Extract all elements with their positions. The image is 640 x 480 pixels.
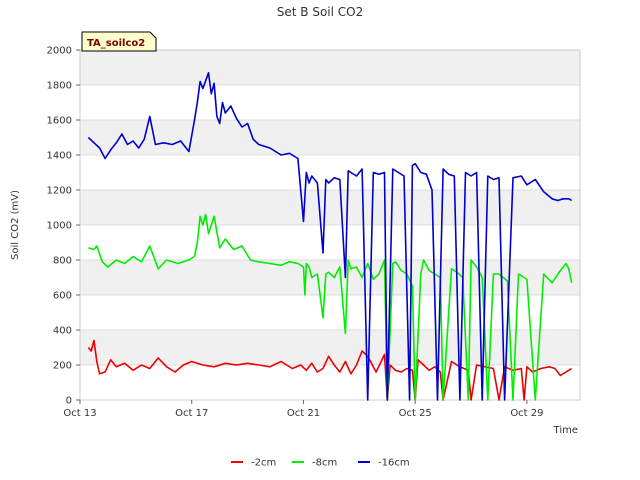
- y-tick-label: 2000: [47, 46, 72, 57]
- background-band: [80, 225, 580, 260]
- y-tick-label: 1600: [47, 116, 72, 127]
- x-tick-label: Oct 17: [175, 408, 208, 419]
- background-band: [80, 155, 580, 190]
- legend-label: -16cm: [378, 458, 410, 469]
- background-band: [80, 190, 580, 225]
- background-band: [80, 50, 580, 85]
- station-badge-label: TA_soilco2: [87, 38, 145, 49]
- background-band: [80, 120, 580, 155]
- y-axis-ticks: 0 200 400 600 800 1000 1200 1400 1600 1800 2000: [47, 46, 80, 407]
- series-line-2cm: [87, 339, 573, 401]
- series-line-16cm: [87, 72, 573, 401]
- y-axis-title: Soil CO2 (mV): [10, 190, 21, 260]
- x-tick-label: Oct 13: [63, 408, 96, 419]
- background-band: [80, 260, 580, 295]
- x-tick-label: Oct 21: [287, 408, 320, 419]
- station-badge: TA_soilco2: [81, 31, 157, 52]
- y-tick-label: 1000: [47, 221, 72, 232]
- series-lines: [87, 72, 573, 401]
- chart-title: Set B Soil CO2: [277, 5, 363, 19]
- y-tick-label: 1200: [47, 186, 72, 197]
- legend-label: -2cm: [251, 458, 276, 469]
- series-line-8cm: [88, 213, 573, 401]
- background-bands: [80, 50, 580, 400]
- y-tick-label: 400: [53, 326, 72, 337]
- legend-label: -8cm: [312, 458, 337, 469]
- x-tick-label: Oct 25: [399, 408, 432, 419]
- y-tick-label: 0: [66, 396, 72, 407]
- background-band: [80, 85, 580, 120]
- y-tick-label: 600: [53, 291, 72, 302]
- y-tick-label: 1800: [47, 81, 72, 92]
- x-axis-ticks: Oct 13 Oct 17 Oct 21 Oct 25 Oct 29: [63, 400, 544, 419]
- y-tick-label: 800: [53, 256, 72, 267]
- background-band: [80, 295, 580, 330]
- y-tick-label: 200: [53, 361, 72, 372]
- y-tick-label: 1400: [47, 151, 72, 162]
- x-tick-label: Oct 29: [510, 408, 543, 419]
- station-badge-box: [81, 31, 157, 52]
- legend: -2cm -8cm -16cm: [231, 458, 410, 469]
- x-axis-title: Time: [553, 425, 578, 436]
